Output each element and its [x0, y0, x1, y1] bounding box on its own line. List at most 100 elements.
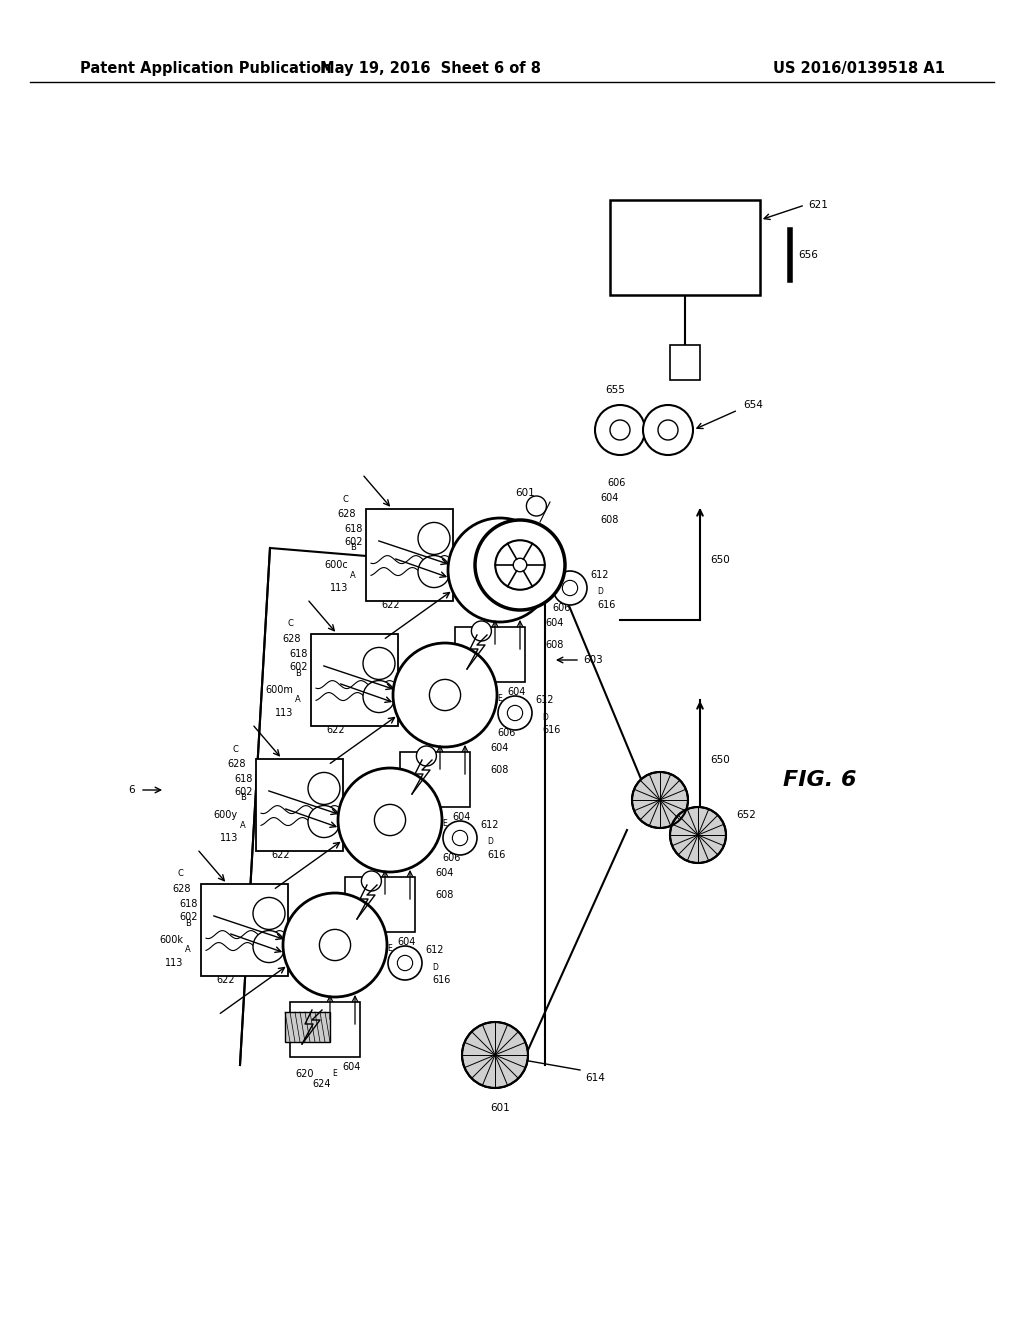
Text: 6: 6 [128, 785, 135, 795]
Text: 620: 620 [295, 1069, 313, 1078]
Circle shape [393, 643, 497, 747]
Text: 628: 628 [283, 634, 301, 644]
Circle shape [513, 558, 526, 572]
Text: US 2016/0139518 A1: US 2016/0139518 A1 [773, 61, 945, 75]
Text: D: D [487, 837, 493, 846]
Text: A: A [241, 821, 246, 829]
Text: 616: 616 [542, 725, 560, 735]
Text: 113: 113 [219, 833, 238, 843]
Text: E: E [387, 944, 392, 953]
Text: 652: 652 [736, 810, 756, 820]
Text: 650: 650 [710, 554, 730, 565]
Text: 620: 620 [406, 818, 424, 829]
Text: 620: 620 [460, 694, 478, 704]
Circle shape [595, 405, 645, 455]
Circle shape [308, 805, 340, 838]
Circle shape [496, 540, 545, 590]
Text: CONTROLLER: CONTROLLER [645, 230, 725, 243]
Bar [256, 759, 343, 851]
Circle shape [362, 647, 395, 680]
Text: 604: 604 [490, 743, 508, 752]
Bar [290, 1002, 360, 1057]
Text: A: A [295, 696, 301, 705]
Text: 620: 620 [350, 944, 369, 954]
Circle shape [417, 746, 436, 766]
Text: 113: 113 [330, 583, 348, 593]
Circle shape [443, 821, 477, 855]
Text: 602: 602 [179, 912, 198, 921]
Text: 624: 624 [477, 704, 496, 714]
Text: 622: 622 [327, 725, 345, 735]
Text: 602: 602 [290, 663, 308, 672]
Text: 624: 624 [422, 829, 440, 840]
Text: 618: 618 [234, 774, 253, 784]
Text: A: A [350, 570, 356, 579]
Bar [311, 634, 398, 726]
Text: 600c: 600c [325, 560, 348, 570]
Circle shape [362, 681, 395, 713]
Text: 113: 113 [274, 708, 293, 718]
Text: 612: 612 [590, 570, 608, 579]
Bar [285, 1012, 330, 1041]
Text: 655: 655 [605, 385, 625, 395]
Text: 650: 650 [710, 755, 730, 766]
Text: 656: 656 [798, 249, 818, 260]
Text: 628: 628 [172, 884, 191, 894]
Bar [366, 510, 453, 601]
Text: 602: 602 [344, 537, 362, 546]
Text: 622: 622 [381, 601, 400, 610]
Text: 612: 612 [480, 820, 499, 830]
Text: 618: 618 [290, 649, 308, 659]
Text: 632: 632 [395, 884, 414, 895]
Text: 604: 604 [397, 937, 416, 946]
Text: E: E [332, 1069, 337, 1078]
Circle shape [643, 405, 693, 455]
Text: 608: 608 [490, 766, 508, 775]
Text: 632: 632 [340, 1010, 358, 1020]
Text: 608: 608 [600, 515, 618, 525]
Text: FIG. 6: FIG. 6 [783, 770, 857, 789]
Text: C: C [232, 744, 238, 754]
Text: 602: 602 [234, 787, 253, 797]
Circle shape [526, 496, 547, 516]
Text: 622: 622 [271, 850, 290, 861]
Text: 601: 601 [515, 488, 535, 498]
Circle shape [462, 1022, 528, 1088]
Text: A: A [185, 945, 191, 954]
Text: 616: 616 [487, 850, 506, 861]
Circle shape [319, 929, 350, 961]
Text: 632: 632 [450, 760, 469, 770]
Text: 654: 654 [743, 400, 763, 411]
Bar [455, 627, 525, 682]
Circle shape [429, 680, 461, 710]
Circle shape [253, 931, 285, 962]
Text: E: E [497, 694, 502, 704]
Text: 606: 606 [442, 853, 461, 863]
Text: 604: 604 [600, 492, 618, 503]
Text: 604: 604 [545, 618, 563, 628]
Circle shape [418, 523, 450, 554]
Text: 600m: 600m [265, 685, 293, 696]
Bar [670, 345, 700, 380]
Text: 113: 113 [165, 958, 183, 968]
Circle shape [562, 581, 578, 595]
Text: C: C [342, 495, 348, 503]
Circle shape [471, 620, 492, 642]
Text: 628: 628 [227, 759, 246, 770]
Text: 600y: 600y [214, 810, 238, 820]
Text: 616: 616 [597, 601, 615, 610]
Circle shape [610, 420, 630, 440]
Text: 612: 612 [535, 696, 554, 705]
Text: C: C [177, 870, 183, 879]
Text: 624: 624 [312, 1078, 331, 1089]
Bar [610, 201, 760, 294]
Circle shape [418, 556, 450, 587]
Text: 604: 604 [452, 812, 470, 822]
Circle shape [498, 696, 532, 730]
Circle shape [375, 804, 406, 836]
Text: 601: 601 [490, 1104, 510, 1113]
Text: 616: 616 [432, 975, 451, 985]
Text: 608: 608 [435, 890, 454, 900]
Text: 624: 624 [367, 954, 385, 964]
Text: B: B [240, 793, 246, 803]
